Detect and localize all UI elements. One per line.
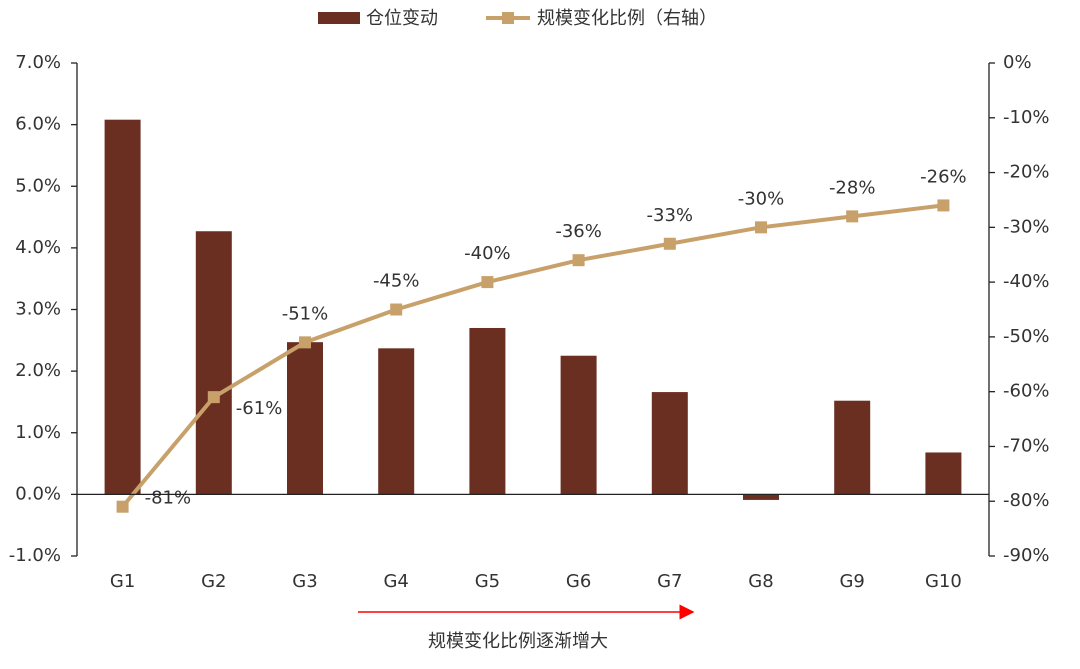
y2-tick-label: -60% (1003, 381, 1050, 402)
y-tick-label: 4.0% (15, 237, 61, 258)
y-tick-label: 6.0% (15, 114, 61, 135)
data-label: -26% (920, 166, 967, 187)
x-tick-label: G3 (292, 571, 317, 592)
line-marker (299, 336, 311, 349)
y2-tick-label: -40% (1003, 271, 1050, 292)
y2-tick-label: -90% (1003, 545, 1050, 566)
line-marker (116, 500, 129, 513)
data-label: -36% (555, 221, 602, 242)
bar (469, 327, 506, 495)
data-label: -51% (282, 303, 329, 324)
data-label: -45% (373, 271, 420, 292)
y-tick-label: 2.0% (15, 360, 61, 381)
line-marker (663, 237, 676, 250)
data-label: -33% (647, 205, 694, 226)
x-tick-label: G4 (383, 571, 408, 592)
y-tick-label: 0.0% (15, 483, 61, 504)
x-tick-label: G2 (201, 571, 226, 592)
y2-tick-label: -70% (1003, 435, 1050, 456)
line (121, 203, 944, 508)
line-marker (207, 391, 220, 404)
bar (834, 400, 871, 495)
x-tick-label: G7 (657, 571, 682, 592)
y-tick-label: 7.0% (15, 52, 61, 73)
y2-tick-label: -10% (1003, 107, 1050, 128)
y-tick-label: 3.0% (15, 299, 61, 320)
y2-tick-label: -30% (1003, 216, 1050, 237)
annotation: 规模变化比例逐渐增大 (428, 631, 608, 652)
y2-tick-label: -50% (1003, 326, 1050, 347)
data-label: -40% (464, 243, 511, 264)
line-marker (755, 221, 767, 234)
data-label: -30% (738, 188, 785, 209)
y-tick-label: 5.0% (15, 175, 61, 196)
line-marker (572, 254, 585, 267)
x-tick-label: G1 (110, 571, 135, 592)
bar (651, 392, 688, 495)
x-tick-label: G5 (475, 571, 500, 592)
y2-tick-label: 0% (1003, 52, 1032, 73)
x-tick-label: G6 (566, 571, 591, 592)
y-tick-label: 1.0% (15, 422, 61, 443)
data-label: -61% (236, 398, 283, 419)
bar (925, 452, 962, 495)
line-marker (390, 303, 403, 316)
line-marker (937, 199, 950, 212)
bar (287, 342, 323, 495)
y-tick-label: -1.0% (9, 545, 61, 566)
line-marker (481, 276, 494, 289)
bar (378, 348, 415, 495)
y2-tick-label: -20% (1003, 162, 1050, 183)
data-label: -28% (829, 177, 876, 198)
x-tick-label: G10 (925, 571, 962, 592)
legend-label: 规模变化比例（右轴） (537, 8, 717, 29)
x-tick-label: G8 (748, 571, 773, 592)
data-label: -81% (145, 488, 192, 509)
y2-tick-label: -80% (1003, 490, 1050, 511)
bar (560, 355, 597, 495)
bar (743, 494, 779, 500)
line-marker (846, 210, 859, 223)
bar (104, 119, 141, 495)
x-tick-label: G9 (839, 571, 864, 592)
legend-swatch (502, 12, 514, 24)
legend-label: 仓位变动 (366, 8, 438, 29)
legend-swatch (318, 12, 360, 24)
bar (195, 231, 232, 495)
